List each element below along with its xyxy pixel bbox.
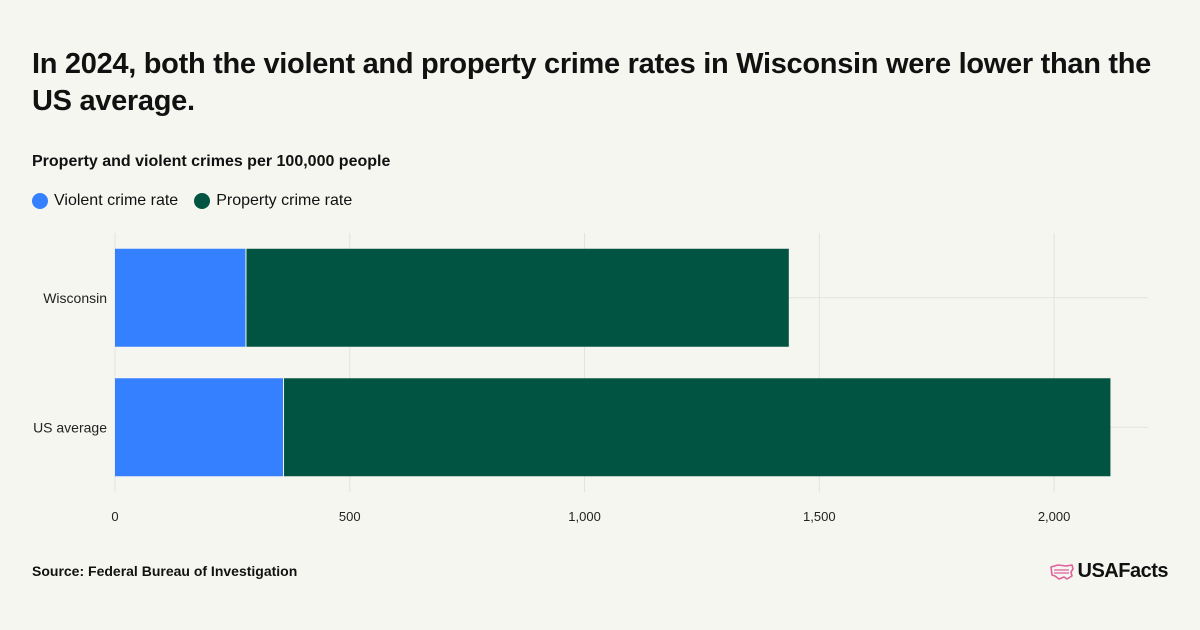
legend-label-property: Property crime rate — [216, 192, 353, 209]
x-tick-label-4: 2,000 — [1038, 509, 1071, 524]
legend-item-violent: Violent crime rate — [32, 192, 178, 210]
chart-subtitle: Property and violent crimes per 100,000 … — [32, 153, 391, 170]
legend-swatch-property — [194, 193, 211, 209]
bar-us-average-property — [284, 378, 1111, 477]
legend-label-violent: Violent crime rate — [54, 192, 179, 209]
category-label-1: US average — [33, 419, 107, 435]
chart-title: In 2024, both the violent and property c… — [32, 48, 1151, 117]
bar-wisconsin-property — [246, 248, 789, 347]
legend: Violent crime rate Property crime rate — [32, 192, 368, 210]
x-tick-label-2: 1,000 — [568, 509, 601, 524]
x-tick-label-0: 0 — [111, 509, 118, 524]
bar-wisconsin-violent — [115, 248, 246, 347]
source-note: Source: Federal Bureau of Investigation — [32, 563, 298, 579]
bar-us-average-violent — [115, 378, 284, 477]
x-tick-label-3: 1,500 — [803, 509, 836, 524]
us-map-icon — [1049, 563, 1074, 580]
legend-item-property: Property crime rate — [194, 192, 352, 210]
logo-text: USAFacts — [1077, 560, 1169, 582]
x-tick-label-1: 500 — [339, 509, 361, 524]
category-label-0: Wisconsin — [43, 290, 107, 306]
legend-swatch-violent — [32, 193, 48, 209]
usafacts-logo: USAFacts — [1049, 560, 1169, 583]
